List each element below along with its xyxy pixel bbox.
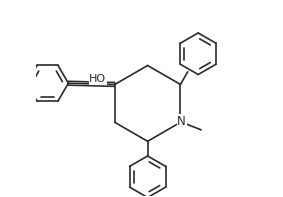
Text: N: N	[177, 115, 186, 128]
Text: HO: HO	[89, 74, 106, 84]
